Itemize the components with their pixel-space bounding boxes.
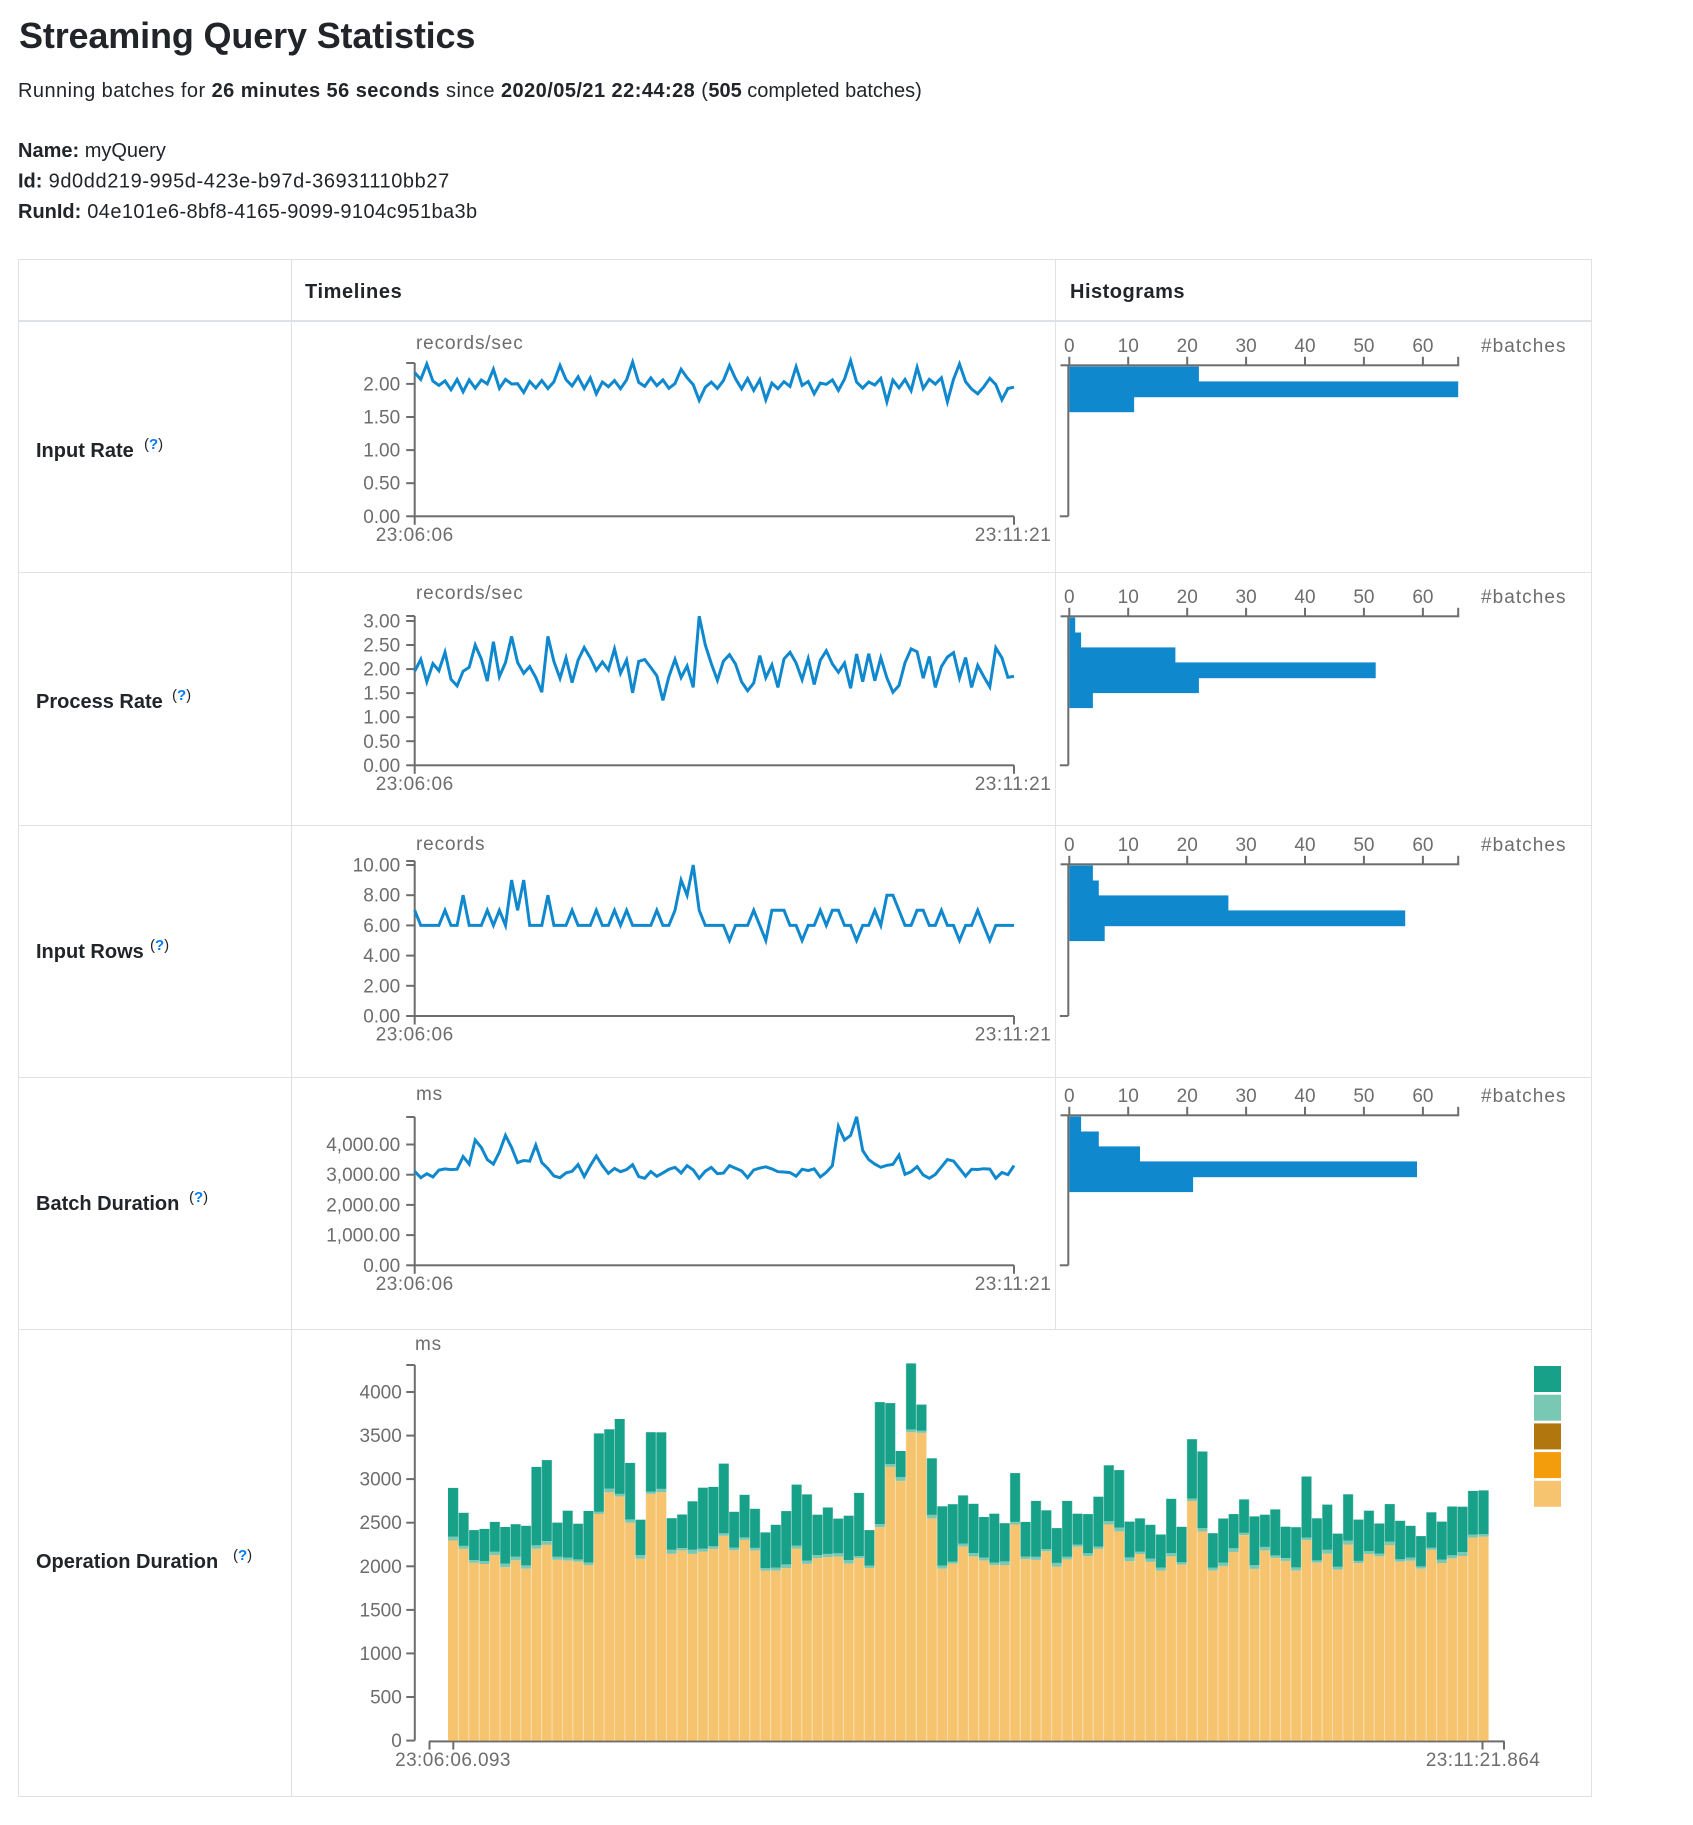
svg-text:0.00: 0.00 xyxy=(363,1007,400,1028)
svg-text:Running batches for 26 minutes: Running batches for 26 minutes 56 second… xyxy=(18,80,922,102)
svg-text:50: 50 xyxy=(1353,1086,1374,1107)
svg-text:23:06:06: 23:06:06 xyxy=(376,1025,454,1046)
svg-text:1,000.00: 1,000.00 xyxy=(326,1226,400,1247)
svg-text:30: 30 xyxy=(1236,835,1257,856)
svg-text:1500: 1500 xyxy=(360,1600,402,1621)
svg-text:0.50: 0.50 xyxy=(363,732,400,753)
svg-text:records: records xyxy=(416,834,485,855)
svg-text:1.00: 1.00 xyxy=(363,441,400,462)
svg-text:2000: 2000 xyxy=(360,1557,402,1578)
svg-text:40: 40 xyxy=(1294,835,1315,856)
svg-text:60: 60 xyxy=(1412,835,1433,856)
svg-text:23:06:06: 23:06:06 xyxy=(376,774,454,795)
svg-text:20: 20 xyxy=(1177,336,1198,357)
svg-text:23:11:21: 23:11:21 xyxy=(975,1025,1052,1046)
svg-text:40: 40 xyxy=(1294,587,1315,608)
svg-text:(?): (?) xyxy=(189,1189,208,1206)
svg-text:0.50: 0.50 xyxy=(363,474,400,495)
svg-text:2.00: 2.00 xyxy=(363,660,400,681)
svg-text:40: 40 xyxy=(1294,336,1315,357)
svg-text:4,000.00: 4,000.00 xyxy=(326,1135,400,1156)
svg-text:20: 20 xyxy=(1177,835,1198,856)
svg-text:#batches: #batches xyxy=(1481,835,1567,856)
svg-text:2.00: 2.00 xyxy=(363,976,400,997)
svg-text:60: 60 xyxy=(1412,1086,1433,1107)
svg-text:#batches: #batches xyxy=(1481,336,1567,357)
svg-text:23:06:06: 23:06:06 xyxy=(376,1274,454,1295)
svg-text:1.50: 1.50 xyxy=(363,408,400,429)
svg-text:(?): (?) xyxy=(233,1547,252,1564)
svg-text:#batches: #batches xyxy=(1481,1086,1567,1107)
svg-text:Input Rows: Input Rows xyxy=(36,941,144,963)
svg-text:1.00: 1.00 xyxy=(363,708,400,729)
svg-text:2,000.00: 2,000.00 xyxy=(326,1195,400,1216)
svg-text:0: 0 xyxy=(1064,1086,1075,1107)
svg-text:3,000.00: 3,000.00 xyxy=(326,1165,400,1186)
svg-text:Batch Duration: Batch Duration xyxy=(36,1193,179,1215)
svg-text:10.00: 10.00 xyxy=(353,856,401,877)
svg-text:Process Rate: Process Rate xyxy=(36,691,163,713)
svg-text:8.00: 8.00 xyxy=(363,886,400,907)
svg-text:30: 30 xyxy=(1236,587,1257,608)
svg-text:6.00: 6.00 xyxy=(363,916,400,937)
svg-text:records/sec: records/sec xyxy=(416,583,524,604)
svg-text:20: 20 xyxy=(1177,587,1198,608)
svg-text:30: 30 xyxy=(1236,336,1257,357)
svg-text:#batches: #batches xyxy=(1481,587,1567,608)
svg-text:500: 500 xyxy=(370,1688,402,1709)
svg-text:2500: 2500 xyxy=(360,1513,402,1534)
svg-text:records/sec: records/sec xyxy=(416,333,524,354)
svg-text:10: 10 xyxy=(1118,587,1139,608)
svg-text:0: 0 xyxy=(1064,835,1075,856)
svg-text:4000: 4000 xyxy=(360,1383,402,1404)
svg-text:30: 30 xyxy=(1236,1086,1257,1107)
svg-text:23:11:21: 23:11:21 xyxy=(975,1274,1052,1295)
svg-text:3.00: 3.00 xyxy=(363,612,400,633)
svg-text:1000: 1000 xyxy=(360,1644,402,1665)
svg-text:2.50: 2.50 xyxy=(363,636,400,657)
svg-text:4.00: 4.00 xyxy=(363,946,400,967)
svg-text:0.00: 0.00 xyxy=(363,756,400,777)
svg-text:23:11:21: 23:11:21 xyxy=(975,774,1052,795)
svg-text:Name: myQuery: Name: myQuery xyxy=(18,140,166,162)
svg-text:Operation Duration: Operation Duration xyxy=(36,1551,218,1573)
svg-text:3500: 3500 xyxy=(360,1426,402,1447)
svg-text:0.00: 0.00 xyxy=(363,507,400,528)
svg-text:50: 50 xyxy=(1353,835,1374,856)
svg-text:23:11:21: 23:11:21 xyxy=(975,525,1052,546)
svg-text:0: 0 xyxy=(1064,587,1075,608)
svg-text:60: 60 xyxy=(1412,336,1433,357)
svg-text:0.00: 0.00 xyxy=(363,1256,400,1277)
svg-text:(?): (?) xyxy=(144,436,163,453)
svg-text:RunId: 04e101e6-8bf8-4165-9099: RunId: 04e101e6-8bf8-4165-9099-9104c951b… xyxy=(18,201,478,223)
svg-text:1.50: 1.50 xyxy=(363,684,400,705)
svg-text:50: 50 xyxy=(1353,336,1374,357)
svg-text:Timelines: Timelines xyxy=(305,281,402,303)
svg-text:Id: 9d0dd219-995d-423e-b97d-36: Id: 9d0dd219-995d-423e-b97d-36931110bb27 xyxy=(18,171,450,193)
svg-text:23:06:06.093: 23:06:06.093 xyxy=(395,1750,511,1771)
svg-text:3000: 3000 xyxy=(360,1470,402,1491)
svg-text:10: 10 xyxy=(1118,1086,1139,1107)
svg-text:2.00: 2.00 xyxy=(363,374,400,395)
svg-text:0: 0 xyxy=(391,1731,402,1752)
svg-text:(?): (?) xyxy=(172,687,191,704)
svg-text:Streaming Query Statistics: Streaming Query Statistics xyxy=(19,15,475,56)
svg-text:ms: ms xyxy=(415,1334,442,1355)
svg-text:10: 10 xyxy=(1118,835,1139,856)
svg-text:40: 40 xyxy=(1294,1086,1315,1107)
svg-text:Histograms: Histograms xyxy=(1070,281,1185,303)
svg-text:23:11:21.864: 23:11:21.864 xyxy=(1426,1750,1540,1771)
svg-text:(?): (?) xyxy=(150,937,169,954)
svg-text:20: 20 xyxy=(1177,1086,1198,1107)
svg-text:60: 60 xyxy=(1412,587,1433,608)
svg-text:10: 10 xyxy=(1118,336,1139,357)
svg-text:Input Rate: Input Rate xyxy=(36,440,134,462)
svg-text:ms: ms xyxy=(416,1084,443,1105)
svg-text:0: 0 xyxy=(1064,336,1075,357)
svg-text:23:06:06: 23:06:06 xyxy=(376,525,454,546)
svg-text:50: 50 xyxy=(1353,587,1374,608)
